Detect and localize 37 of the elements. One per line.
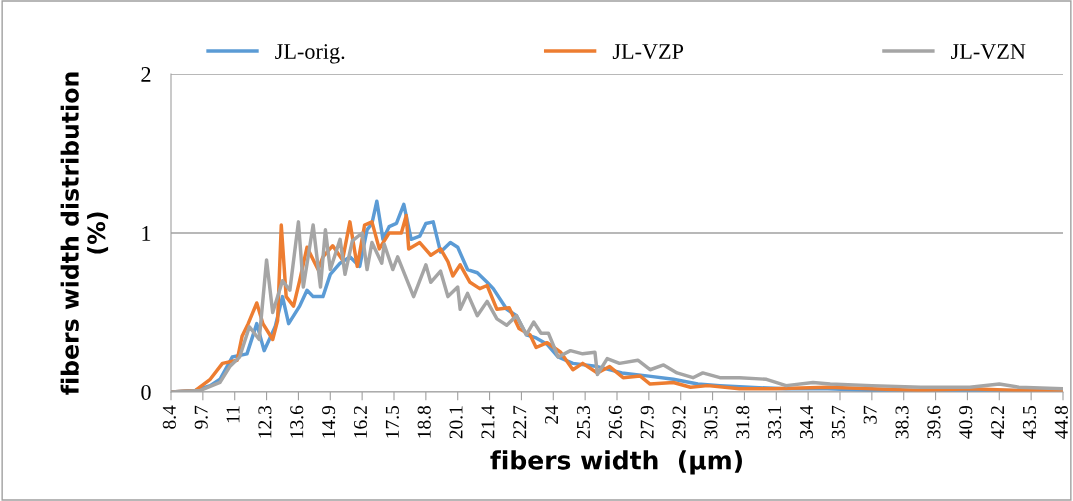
x-tick-label: 40.9 bbox=[959, 405, 973, 439]
legend-label: JL-VZP bbox=[612, 44, 684, 60]
y-tick-label: 1 bbox=[142, 226, 151, 241]
x-tick-label: 30.5 bbox=[704, 405, 718, 439]
x-tick-label: 29.2 bbox=[672, 406, 686, 439]
x-tick-label: 38.3 bbox=[895, 405, 909, 439]
x-tick-label: 27.9 bbox=[640, 405, 654, 439]
x-tick-label: 34.4 bbox=[799, 405, 814, 439]
x-tick-label: 42.2 bbox=[991, 406, 1005, 439]
x-tick-label: 44.8 bbox=[1054, 405, 1068, 439]
x-tick-label: 9.7 bbox=[194, 405, 208, 429]
x-tick-label: 12.3 bbox=[258, 405, 272, 438]
x-tick-label: 26.6 bbox=[608, 405, 622, 439]
x-tick-label: 21.4 bbox=[481, 405, 495, 439]
x-tick-label: 13.6 bbox=[290, 405, 304, 438]
x-tick-label: 35.7 bbox=[831, 405, 845, 439]
x-tick-label: 25.3 bbox=[576, 405, 591, 439]
x-tick-label: 24 bbox=[545, 405, 558, 424]
x-tick-label: 39.6 bbox=[927, 405, 941, 439]
x-tick-label: 31.8 bbox=[736, 405, 750, 439]
x-tick-label: 16.2 bbox=[353, 406, 368, 438]
y-tick-label: 0 bbox=[141, 384, 151, 400]
x-tick-label: 43.5 bbox=[1022, 405, 1037, 439]
x-tick-label: 37 bbox=[863, 405, 877, 424]
x-tick-label: 20.1 bbox=[449, 406, 463, 439]
y-tick-label: 2 bbox=[141, 66, 151, 82]
x-axis-title: fibers width (µm) bbox=[490, 450, 742, 475]
legend-label: JL-VZN bbox=[951, 44, 1026, 60]
y-axis-title: fibers width distribution (%) bbox=[60, 72, 109, 395]
x-tick-label: 33.1 bbox=[768, 406, 782, 439]
x-tick-label: 14.9 bbox=[322, 405, 336, 438]
x-tick-label: 8.4 bbox=[162, 405, 176, 429]
legend-label: JL-orig. bbox=[275, 44, 345, 64]
x-tick-label: 17.5 bbox=[385, 405, 399, 438]
x-tick-label: 22.7 bbox=[513, 405, 527, 439]
x-tick-label: 18.8 bbox=[417, 405, 431, 438]
x-tick-label: 11 bbox=[226, 406, 240, 423]
